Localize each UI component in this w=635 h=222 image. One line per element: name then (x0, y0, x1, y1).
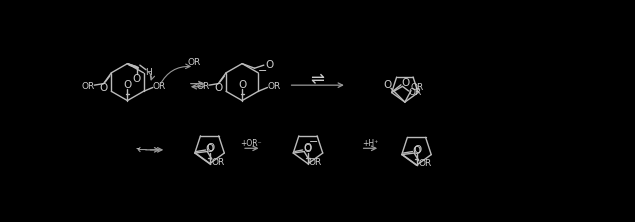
Text: O: O (413, 145, 422, 155)
Text: OR: OR (309, 158, 321, 167)
Text: O: O (304, 144, 312, 154)
Text: ⇌: ⇌ (311, 70, 324, 88)
Text: OR: OR (187, 58, 201, 67)
Text: O: O (206, 144, 214, 154)
Text: OR: OR (152, 82, 166, 91)
Text: O: O (303, 143, 311, 153)
Text: +OR⁻: +OR⁻ (241, 139, 262, 148)
Text: O: O (412, 146, 420, 156)
Text: O: O (133, 74, 141, 84)
Text: OR: OR (411, 83, 424, 92)
Text: OR: OR (267, 82, 281, 91)
Text: OR: OR (211, 158, 225, 167)
Text: O: O (401, 78, 410, 88)
Text: OR: OR (81, 82, 95, 91)
Text: OR: OR (196, 82, 210, 91)
Text: −: − (258, 66, 267, 76)
Text: OR: OR (418, 159, 432, 168)
Text: ←: ← (136, 143, 147, 156)
Text: O: O (100, 83, 108, 93)
Text: H: H (145, 68, 152, 77)
Text: O: O (214, 83, 222, 93)
Text: O: O (123, 80, 131, 90)
Text: OR: OR (408, 88, 422, 97)
Text: O: O (238, 80, 246, 90)
Text: O: O (206, 143, 215, 153)
Text: +H⁺: +H⁺ (362, 139, 378, 148)
Text: -: - (135, 143, 140, 153)
Text: O: O (384, 80, 392, 90)
Text: −: − (309, 137, 319, 147)
Text: O: O (265, 60, 274, 70)
